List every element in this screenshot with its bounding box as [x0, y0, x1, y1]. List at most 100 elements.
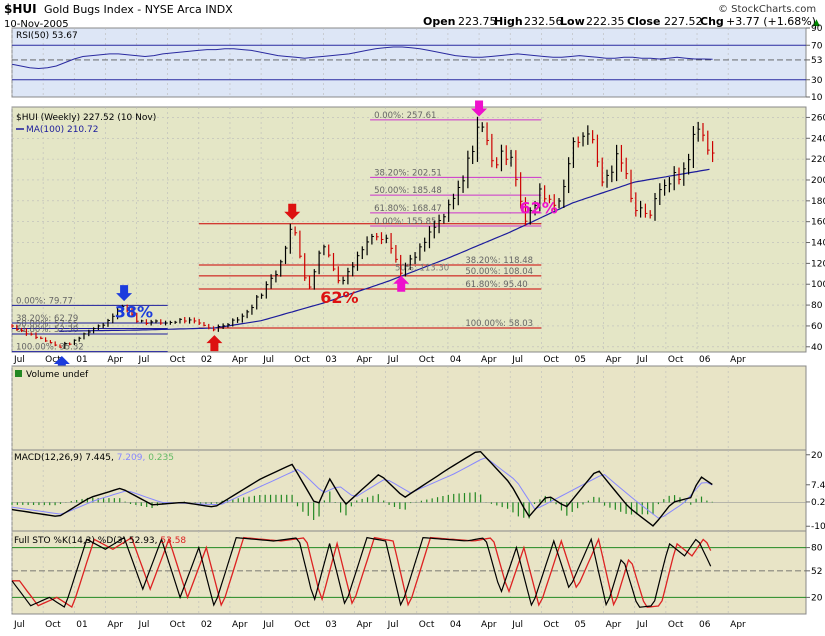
x-tick-label: 01: [76, 620, 87, 630]
x-tick-label: Jul: [138, 620, 150, 630]
x-tick-label: Apr: [481, 355, 497, 365]
sto-k-value: 52.93,: [129, 536, 161, 546]
fib-level-label: 61.80%: 52.30: [16, 325, 78, 335]
x-tick-label: Apr: [606, 355, 622, 365]
x-tick-label: Jul: [387, 355, 399, 365]
x-tick-label: Jul: [262, 620, 274, 630]
x-tick-label: Oct: [170, 355, 186, 365]
sto-y-tick: 80: [811, 544, 823, 554]
x-tick-label: 02: [201, 620, 212, 630]
x-tick-label: Oct: [294, 355, 310, 365]
low-label: Low: [560, 15, 585, 28]
rsi-y-tick: 70: [811, 41, 823, 51]
x-tick-label: Apr: [357, 355, 373, 365]
fib-level-label: 0.00%: 155.85: [374, 217, 436, 227]
fib-level-label: 100.00%: 58.03: [465, 319, 533, 329]
price-y-tick: 240: [811, 134, 825, 144]
low-value: 222.35: [586, 15, 625, 28]
rsi-y-tick: 53: [811, 56, 822, 66]
x-tick-label: Apr: [232, 355, 248, 365]
volume-title: Volume undef: [26, 370, 89, 380]
x-tick-label: Apr: [481, 620, 497, 630]
price-title: $HUI (Weekly) 227.52 (10 Nov): [16, 113, 156, 123]
price-y-tick: 140: [811, 239, 825, 249]
rsi-title: RSI(50) 53.67: [16, 31, 78, 41]
fib-level-label: 38.20%: 118.48: [465, 256, 533, 266]
x-tick-label: Jul: [13, 355, 25, 365]
index-name: Gold Bugs Index - NYSE Arca INDX: [44, 3, 233, 16]
x-tick-label: Oct: [170, 620, 186, 630]
fib-level-label: 38.20%: 62.79: [16, 314, 78, 324]
macd-y-tick: 7.4: [811, 481, 825, 491]
macd-value: 7.445,: [85, 453, 117, 463]
high-value: 232.56: [524, 15, 563, 28]
chg-up-icon: ▲: [813, 18, 820, 28]
fib-level-label: 50.00%: 57.55: [16, 319, 78, 329]
annotation-label: 38%: [115, 303, 153, 322]
x-tick-label: Apr: [232, 620, 248, 630]
macd-panel: [11, 449, 807, 532]
ma100-line: [58, 168, 710, 332]
macd-y-tick: 0.2: [811, 498, 825, 508]
x-tick-label: 06: [699, 355, 711, 365]
down-arrow-icon: [471, 100, 488, 117]
annotation-label: 62%: [520, 198, 558, 217]
x-tick-label: Apr: [357, 620, 373, 630]
macd-hist-value: 0.235: [148, 453, 174, 463]
price-y-tick: 80: [811, 301, 823, 311]
open-value: 223.75: [458, 15, 497, 28]
x-tick-label: Apr: [730, 620, 746, 630]
x-tick-label: 04: [450, 620, 462, 630]
macd-signal-value: 7.209,: [117, 453, 149, 463]
down-arrow-icon: [116, 285, 133, 302]
sto-y-tick: 20: [811, 593, 823, 603]
x-tick-label: Oct: [543, 355, 559, 365]
rsi-y-tick: 30: [811, 76, 823, 86]
x-tick-label: Jul: [511, 620, 523, 630]
x-tick-label: Jul: [138, 355, 150, 365]
fib-level-label: 50.00%: 108.04: [465, 267, 533, 277]
chg-value: +3.77 (+1.68%): [726, 15, 816, 28]
x-tick-label: Apr: [107, 355, 123, 365]
high-label: High: [494, 15, 523, 28]
x-tick-label: Jul: [387, 620, 399, 630]
fib-level-label: 0.00%: 79.77: [16, 296, 73, 306]
price-y-tick: 200: [811, 176, 825, 186]
down-arrow-icon: [284, 203, 301, 220]
x-tick-label: Apr: [107, 620, 123, 630]
close-label: Close: [627, 15, 660, 28]
annotation-label: 50%: 113.30: [395, 264, 449, 274]
x-tick-label: 06: [699, 620, 711, 630]
x-tick-label: Oct: [45, 620, 61, 630]
rsi-line: [11, 46, 713, 70]
macd-title: MACD(12,26,9) 7.445, 7.209, 0.235: [14, 453, 174, 463]
x-tick-label: Oct: [419, 355, 435, 365]
sto-title: Full STO %K(14,3) %D(3) 52.93, 53.58: [14, 536, 186, 546]
x-tick-label: 03: [325, 620, 336, 630]
price-panel: [11, 106, 807, 353]
sto-k-line: [11, 536, 712, 608]
x-tick-label: Oct: [419, 620, 435, 630]
macd-line: [11, 450, 713, 527]
x-tick-label: Oct: [668, 620, 684, 630]
fib-level-label: 61.80%: 95.40: [465, 280, 527, 290]
price-y-tick: 180: [811, 197, 825, 207]
price-y-tick: 160: [811, 218, 825, 228]
annotation-label: 62%: [320, 288, 358, 307]
x-tick-label: Apr: [606, 620, 622, 630]
fib-level-label: 61.80%: 168.47: [374, 204, 442, 214]
x-tick-label: Jul: [636, 620, 648, 630]
sto-d-line: [12, 536, 712, 608]
chart-panels: RSI(50) 53.67 90 70 53 30 10 Jul Oct 01 Apr Jul Oct…: [11, 24, 825, 630]
rsi-y-tick: 90: [811, 24, 823, 34]
x-tick-label: 03: [325, 355, 336, 365]
open-label: Open: [423, 15, 456, 28]
macd-y-tick: -10: [811, 522, 825, 532]
x-tick-label: 05: [574, 620, 585, 630]
volume-panel: [11, 365, 807, 451]
x-tick-label: Apr: [730, 355, 746, 365]
price-y-tick: 120: [811, 259, 825, 269]
macd-y-tick: 20: [811, 451, 823, 461]
sto-y-tick: 52: [811, 567, 822, 577]
